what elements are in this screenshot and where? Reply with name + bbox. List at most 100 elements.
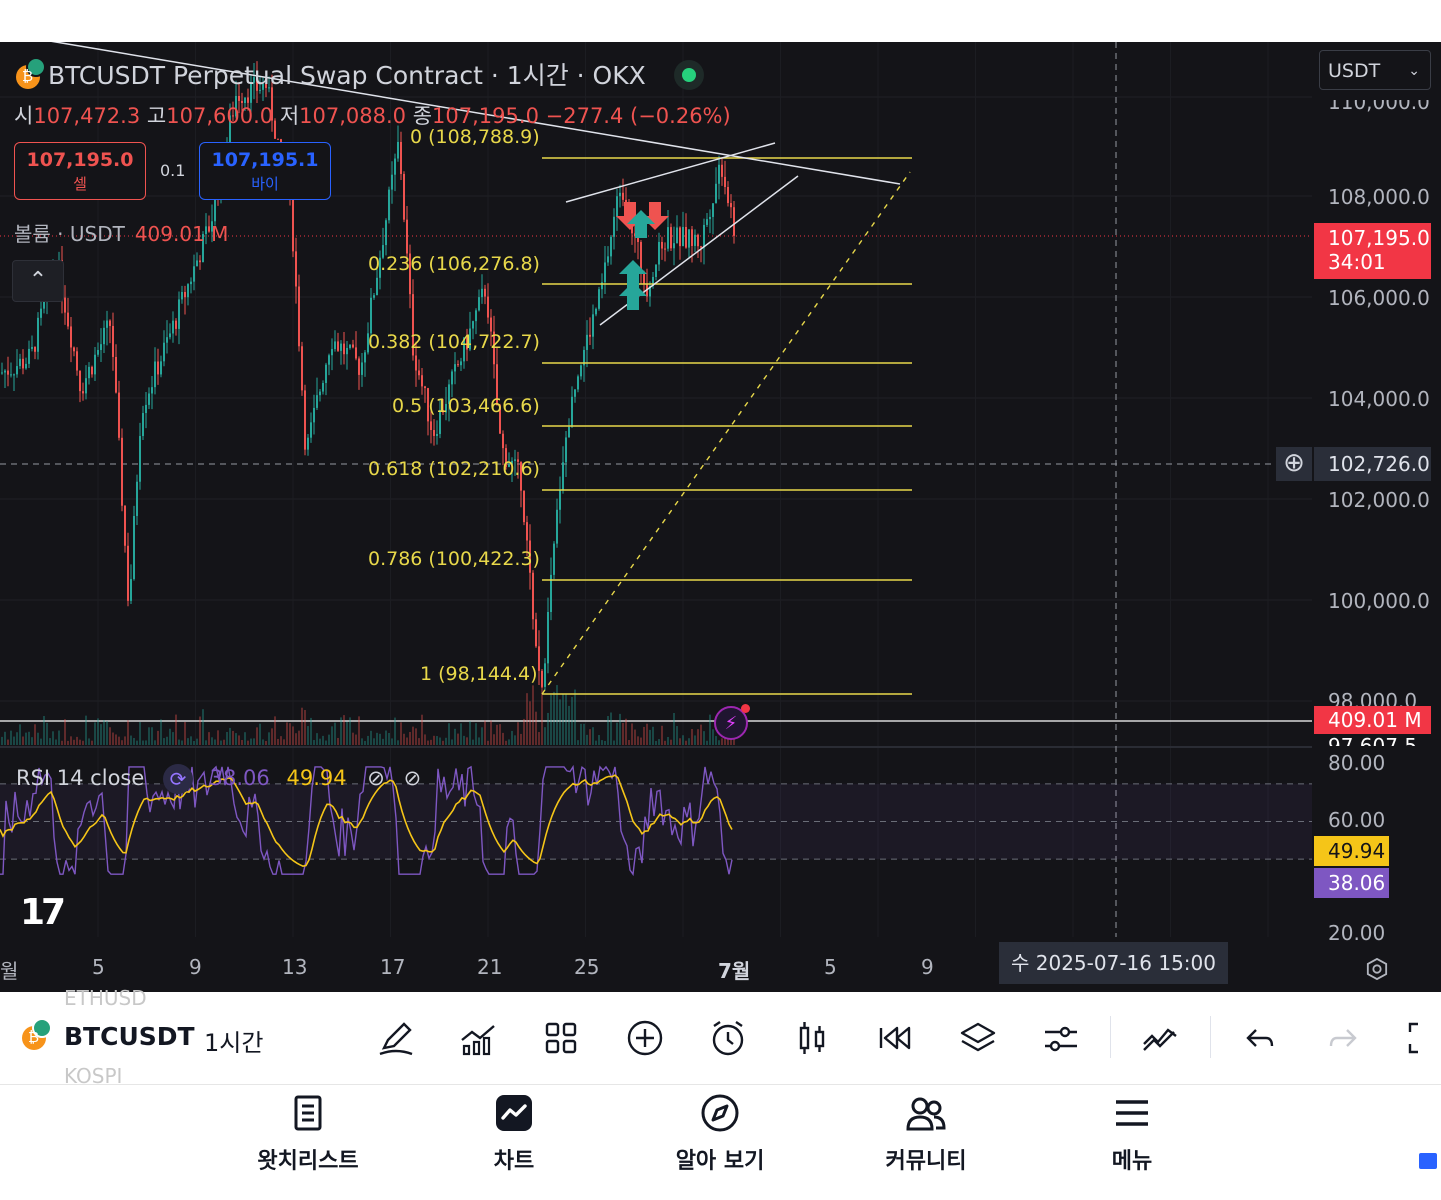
- candle: [388, 189, 390, 221]
- candle: [352, 344, 354, 348]
- volume-bar: [70, 736, 72, 745]
- volume-bar: [559, 699, 561, 745]
- candle: [607, 256, 609, 263]
- volume-bar: [163, 738, 165, 745]
- candle: [109, 320, 111, 326]
- candle: [631, 226, 633, 234]
- candle: [373, 295, 375, 298]
- volume-bar: [712, 729, 714, 745]
- nav-chart[interactable]: 차트: [434, 1093, 594, 1175]
- volume-bar: [175, 714, 177, 745]
- ohlc-readout: 시107,472.3 고107,600.0 저107,088.0 종107,19…: [14, 104, 731, 128]
- candle: [34, 347, 36, 352]
- fullscreen-icon[interactable]: [1406, 1018, 1441, 1058]
- candle: [589, 334, 591, 337]
- volume-bar: [469, 721, 471, 745]
- buy-arrow-icon: [619, 260, 647, 288]
- draw-icon[interactable]: [376, 1018, 416, 1058]
- currency-select[interactable]: USDT ⌄: [1319, 50, 1431, 90]
- volume-bar: [172, 732, 174, 745]
- hide-icon[interactable]: ⊘: [403, 766, 422, 790]
- rsi-ma-line: [0, 774, 733, 868]
- symbol-next[interactable]: KOSPI: [64, 1064, 123, 1088]
- refresh-icon[interactable]: ⟳: [162, 764, 193, 794]
- buy-button[interactable]: 107,195.1 바이: [199, 142, 331, 200]
- layout-icon[interactable]: [541, 1018, 581, 1058]
- candle: [316, 395, 318, 408]
- timeframe-button[interactable]: 1시간: [204, 1029, 264, 1057]
- symbol-button[interactable]: BTCUSDT: [64, 1022, 195, 1051]
- candle: [523, 490, 525, 523]
- volume-bar: [394, 717, 396, 745]
- candle: [19, 358, 21, 367]
- volume-bar: [640, 737, 642, 745]
- collapse-legend-button[interactable]: ⌃: [12, 260, 64, 302]
- candle: [664, 248, 666, 250]
- volume-bar: [196, 738, 198, 745]
- rsi-ma-tag: 49.94: [1314, 836, 1389, 866]
- volume-bar: [598, 735, 600, 745]
- settings-icon[interactable]: [1041, 1018, 1081, 1058]
- volume-bar: [79, 739, 81, 745]
- shopping-bag-icon[interactable]: [1419, 1153, 1437, 1169]
- nav-community[interactable]: 커뮤니티: [846, 1093, 1006, 1175]
- add-icon[interactable]: [625, 1018, 665, 1058]
- volume-bar: [271, 728, 273, 745]
- lightning-icon[interactable]: ⚡: [714, 704, 750, 740]
- candle: [508, 464, 510, 467]
- chart-canvas[interactable]: [0, 42, 1441, 992]
- volume-bar: [655, 740, 657, 745]
- price-axis-label: 100,000.0: [1328, 589, 1430, 613]
- volume-bar: [106, 720, 108, 745]
- candle: [181, 291, 183, 300]
- symbol-title[interactable]: BTCUSDT Perpetual Swap Contract · 1시간 · …: [47, 61, 646, 90]
- volume-bar: [604, 740, 606, 745]
- candle: [514, 459, 516, 461]
- alert-icon[interactable]: [708, 1018, 748, 1058]
- volume-bar: [97, 718, 99, 745]
- volume-bar: [514, 735, 516, 745]
- hide-icon[interactable]: ⊘: [367, 766, 385, 790]
- candle: [88, 366, 90, 379]
- sell-button[interactable]: 107,195.0 셀: [14, 142, 146, 200]
- volume-bar: [265, 740, 267, 745]
- undo-icon[interactable]: [1240, 1018, 1280, 1058]
- candle: [511, 460, 513, 465]
- trend-icon[interactable]: [1140, 1018, 1180, 1058]
- candle: [517, 459, 519, 462]
- chart-area[interactable]: BTCUSDT Perpetual Swap Contract · 1시간 · …: [0, 42, 1441, 992]
- candle: [532, 572, 534, 620]
- volume-bar: [268, 732, 270, 745]
- candle: [130, 579, 132, 601]
- volume-bar: [226, 731, 228, 745]
- candle: [442, 409, 444, 413]
- candle: [505, 448, 507, 467]
- volume-bar: [25, 732, 27, 745]
- volume-bar: [223, 739, 225, 745]
- nav-menu[interactable]: 메뉴: [1052, 1093, 1212, 1175]
- rsi-legend[interactable]: RSI 14 close ⟳ 38.06 49.94 ⊘ ⊘: [16, 764, 421, 794]
- redo-icon[interactable]: [1323, 1018, 1363, 1058]
- volume-bar: [667, 736, 669, 745]
- nav-watchlist[interactable]: 왓치리스트: [228, 1093, 388, 1175]
- candle: [640, 242, 642, 272]
- volume-bar: [679, 738, 681, 745]
- volume-bar: [706, 740, 708, 745]
- replay-icon[interactable]: [875, 1018, 915, 1058]
- candle: [13, 374, 15, 376]
- menu-icon: [1116, 1100, 1148, 1126]
- symbol-prev[interactable]: ETHUSD: [64, 986, 147, 1010]
- fib-retracement: [541, 157, 912, 695]
- layers-icon[interactable]: [958, 1018, 998, 1058]
- add-alert-plus-icon[interactable]: ⊕: [1276, 447, 1312, 481]
- nav-explore[interactable]: 알아 보기: [640, 1093, 800, 1175]
- indicators-icon[interactable]: [458, 1018, 498, 1058]
- candle: [334, 341, 336, 350]
- volume-bar: [121, 740, 123, 745]
- volume-bar: [508, 739, 510, 745]
- chevron-up-icon: ⌃: [28, 268, 48, 293]
- candle-type-icon[interactable]: [792, 1018, 832, 1058]
- chart-settings-icon[interactable]: [1366, 958, 1388, 980]
- candle: [415, 355, 417, 371]
- candle: [691, 229, 693, 246]
